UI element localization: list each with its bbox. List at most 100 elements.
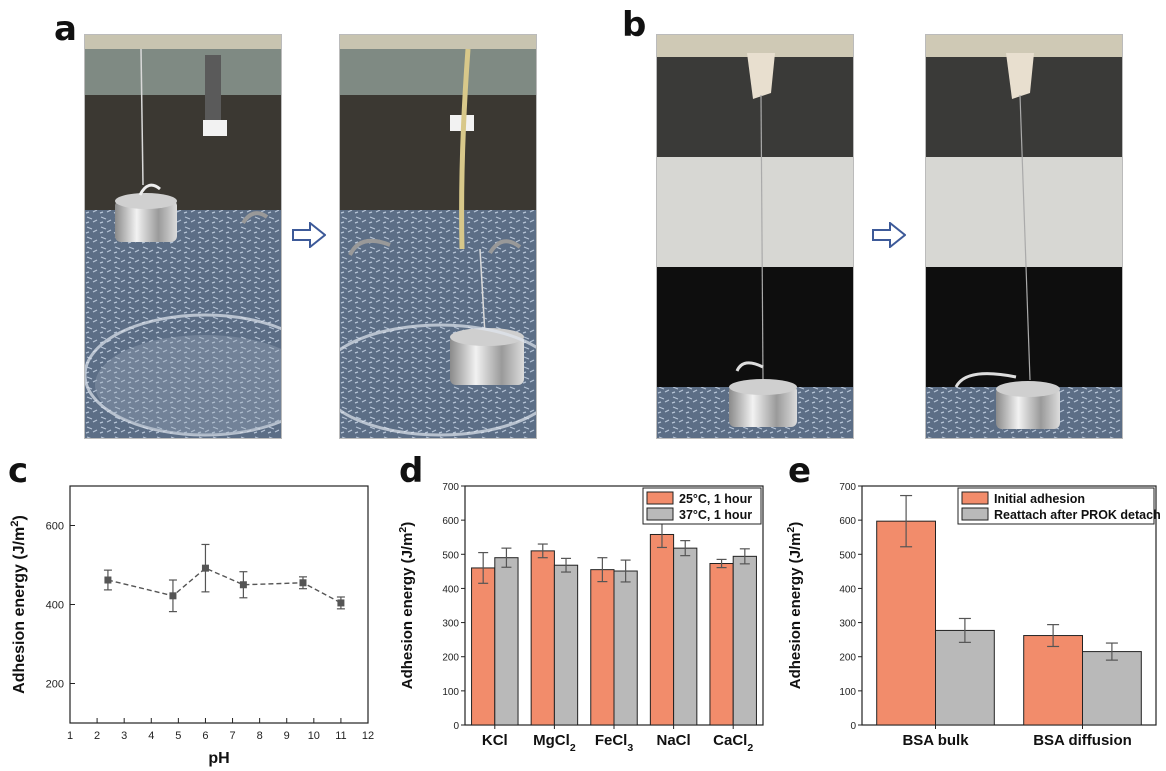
legend-label: 25°C, 1 hour [679, 492, 752, 506]
x-tick-label: 4 [148, 730, 154, 742]
x-tick-label: 1 [67, 730, 73, 742]
panel-b-photo-after [925, 34, 1123, 439]
panel-label-b: b [622, 5, 647, 45]
bar [613, 570, 638, 726]
arrow-right-icon [292, 222, 326, 248]
y-tick-label: 400 [46, 600, 64, 612]
bar [553, 564, 579, 726]
x-tick-label: NaCl [657, 732, 691, 749]
bar [1023, 635, 1083, 726]
bar [649, 533, 675, 726]
bar [494, 557, 519, 726]
y-tick-label: 200 [839, 653, 856, 664]
bar [471, 567, 496, 726]
panel-label-d: d [399, 451, 424, 491]
legend-label: Reattach after PROK detach [994, 508, 1161, 522]
y-tick-label: 600 [839, 516, 856, 527]
bar [530, 550, 555, 726]
legend-label: 37°C, 1 hour [679, 508, 752, 522]
panel-label-a: a [54, 9, 77, 49]
error-bar [561, 557, 572, 573]
arrow-right-icon [872, 222, 906, 248]
y-axis-label: Adhesion energy (J/m2) [397, 522, 416, 690]
plot-frame [861, 485, 1157, 726]
series-line [107, 567, 342, 604]
error-bar [1047, 624, 1060, 648]
y-tick-label: 100 [839, 687, 856, 698]
data-point [104, 576, 112, 584]
y-tick-label: 700 [442, 482, 459, 493]
legend-label: Initial adhesion [994, 492, 1085, 506]
legend-box [957, 487, 1155, 525]
panel-label-e: e [788, 451, 812, 491]
x-tick-label: 6 [202, 730, 208, 742]
y-tick-label: 600 [46, 521, 64, 533]
x-tick-label: 12 [362, 730, 374, 742]
panel-a-photo-after [339, 34, 537, 439]
error-bar [620, 559, 631, 583]
plot-frame [69, 485, 369, 724]
legend-swatch [646, 507, 674, 521]
legend-swatch [961, 507, 989, 521]
legend: 25°C, 1 hour 37°C, 1 hour [642, 487, 762, 525]
y-tick-label: 700 [839, 482, 856, 493]
y-tick-label: 400 [839, 584, 856, 595]
bar [935, 629, 995, 726]
bar [673, 547, 698, 726]
x-axis-label: pH [208, 750, 229, 767]
error-bar [900, 494, 913, 548]
y-tick-label: 400 [442, 584, 459, 595]
y-tick-label: 500 [442, 550, 459, 561]
data-point [337, 599, 345, 607]
panel-a-photo-before [84, 34, 282, 439]
data-point [299, 579, 307, 587]
legend-swatch [961, 491, 989, 505]
bar [709, 563, 734, 726]
error-bar [680, 540, 691, 557]
error-bar [597, 557, 608, 583]
x-tick-label: 10 [308, 730, 320, 742]
y-tick-label: 300 [839, 619, 856, 630]
bar [1082, 651, 1142, 726]
y-tick-label: 200 [46, 679, 64, 691]
x-tick-label: KCl [482, 732, 508, 749]
error-bar [739, 548, 750, 565]
panel-label-c: c [8, 451, 29, 491]
data-point [169, 592, 177, 600]
x-tick-label: FeCl3 [595, 732, 634, 754]
error-bar [716, 558, 727, 569]
error-bar [958, 617, 971, 643]
x-tick-label: 8 [257, 730, 263, 742]
data-point [239, 581, 247, 589]
y-tick-label: 500 [839, 550, 856, 561]
legend-swatch [646, 491, 674, 505]
y-tick-label: 300 [442, 619, 459, 630]
chart-d: 0 100 200 300 400 500 600 700 Adhesion energy (J… [397, 482, 764, 754]
panel-b-photo-before [656, 34, 854, 439]
x-tick-label: BSA bulk [902, 732, 969, 749]
y-axis-label: Adhesion energy (J/m2) [9, 515, 28, 694]
y-tick-label: 100 [442, 687, 459, 698]
error-bar [1105, 642, 1118, 661]
bar [876, 520, 936, 726]
bar [732, 555, 757, 726]
x-tick-label: CaCl2 [713, 732, 753, 754]
y-tick-label: 0 [850, 721, 856, 732]
x-tick-label: 7 [229, 730, 235, 742]
data-point [201, 564, 209, 572]
x-tick-label: 9 [284, 730, 290, 742]
error-bar [537, 543, 548, 559]
y-tick-label: 200 [442, 653, 459, 664]
y-tick-label: 0 [453, 721, 459, 732]
x-tick-label: 2 [94, 730, 100, 742]
error-bar [501, 547, 512, 568]
y-axis-label: Adhesion energy (J/m2) [785, 522, 804, 690]
x-tick-label: BSA diffusion [1033, 732, 1132, 749]
bar [590, 569, 615, 726]
x-tick-label: 3 [121, 730, 127, 742]
x-tick-label: 5 [175, 730, 181, 742]
y-tick-label: 600 [442, 516, 459, 527]
x-tick-label: 11 [335, 730, 346, 742]
x-tick-label: MgCl2 [533, 732, 576, 754]
